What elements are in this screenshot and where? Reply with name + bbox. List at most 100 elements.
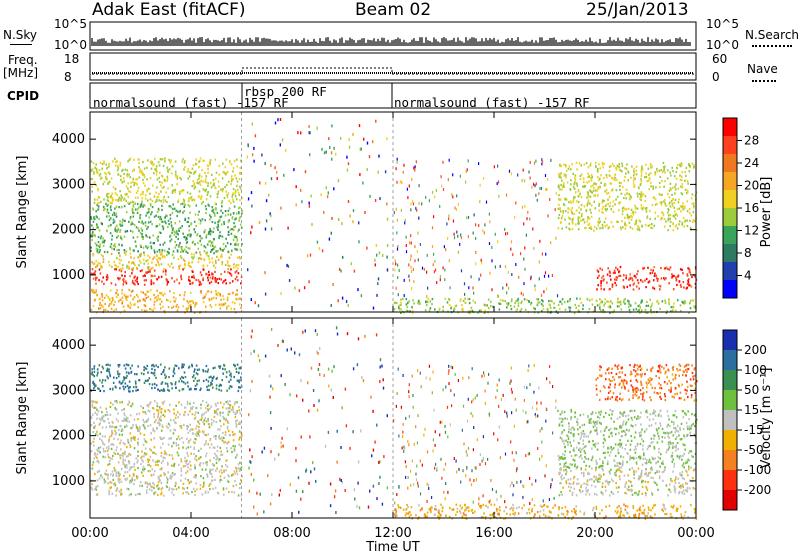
heatmap-cell: [226, 194, 229, 197]
heatmap-cell: [230, 253, 232, 256]
heatmap-cell: [154, 491, 157, 494]
heatmap-cell: [229, 374, 231, 377]
heatmap-cell: [308, 131, 310, 135]
heatmap-cell: [155, 173, 158, 176]
heatmap-cell: [346, 155, 348, 159]
heatmap-cell: [687, 182, 689, 185]
heatmap-cell: [395, 262, 397, 266]
heatmap-cell: [651, 223, 653, 226]
heatmap-cell: [345, 300, 348, 303]
heatmap-cell: [644, 308, 647, 311]
heatmap-cell: [108, 462, 111, 466]
heatmap-cell: [110, 481, 113, 484]
heatmap-cell: [663, 217, 666, 221]
heatmap-cell: [607, 227, 610, 230]
heatmap-cell: [117, 364, 120, 367]
heatmap-cell: [238, 367, 240, 370]
heatmap-cell: [191, 490, 193, 494]
heatmap-cell: [120, 199, 122, 202]
heatmap-cell: [151, 161, 154, 164]
heatmap-cell: [149, 465, 152, 468]
heatmap-cell: [130, 427, 132, 430]
heatmap-cell: [427, 286, 429, 290]
heatmap-cell: [144, 194, 147, 197]
heatmap-cell: [119, 229, 122, 232]
heatmap-cell: [603, 184, 606, 187]
heatmap-cell: [533, 307, 535, 310]
heatmap-cell: [614, 278, 616, 281]
heatmap-cell: [215, 461, 218, 464]
heatmap-cell: [559, 198, 561, 201]
heatmap-cell: [133, 436, 135, 439]
heatmap-cell: [207, 184, 209, 187]
heatmap-cell: [571, 206, 573, 210]
heatmap-cell: [223, 298, 225, 301]
heatmap-cell: [110, 177, 113, 180]
heatmap-cell: [224, 278, 227, 282]
heatmap-cell: [128, 173, 130, 176]
heatmap-cell: [619, 188, 621, 191]
heatmap-cell: [626, 192, 628, 195]
heatmap-cell: [595, 165, 597, 168]
heatmap-cell: [98, 201, 100, 205]
heatmap-cell: [511, 298, 513, 301]
heatmap-cell: [196, 181, 198, 184]
heatmap-cell: [457, 234, 459, 238]
heatmap-cell: [664, 301, 667, 304]
heatmap-cell: [442, 160, 444, 164]
heatmap-cell: [100, 419, 102, 422]
heatmap-cell: [569, 217, 571, 220]
heatmap-cell: [538, 301, 541, 304]
heatmap-cell: [174, 364, 176, 367]
heatmap-cell: [203, 245, 206, 248]
heatmap-cell: [580, 196, 583, 199]
heatmap-cell: [472, 231, 474, 235]
heatmap-cell: [589, 162, 592, 165]
heatmap-cell: [105, 294, 108, 297]
heatmap-cell: [195, 455, 197, 458]
heatmap-cell: [112, 298, 114, 302]
heatmap-cell: [128, 468, 131, 472]
heatmap-cell: [691, 202, 694, 205]
heatmap-cell: [577, 218, 580, 221]
heatmap-cell: [94, 385, 96, 388]
heatmap-cell: [200, 257, 203, 261]
heatmap-cell: [230, 447, 232, 450]
heatmap-cell: [96, 448, 98, 451]
heatmap-cell: [667, 214, 670, 217]
heatmap-cell: [158, 298, 161, 301]
heatmap-cell: [337, 179, 340, 183]
heatmap-cell: [601, 276, 603, 279]
heatmap-cell: [358, 240, 360, 244]
heatmap-cell: [99, 272, 102, 275]
heatmap-cell: [178, 367, 180, 370]
heatmap-cell: [482, 229, 484, 233]
heatmap-cell: [166, 177, 169, 180]
heatmap-cell: [681, 164, 683, 167]
heatmap-cell: [675, 213, 678, 216]
heatmap-cell: [682, 205, 684, 208]
heatmap-cell: [212, 386, 214, 389]
heatmap-cell: [110, 252, 113, 255]
heatmap-cell: [173, 367, 175, 370]
heatmap-cell: [203, 250, 206, 253]
heatmap-cell: [502, 299, 504, 302]
heatmap-cell: [509, 513, 512, 516]
heatmap-cell: [163, 255, 165, 258]
heatmap-cell: [224, 368, 226, 371]
heatmap-cell: [153, 470, 156, 473]
heatmap-cell: [164, 216, 166, 219]
heatmap-cell: [203, 419, 206, 422]
heatmap-cell: [663, 169, 665, 172]
heatmap-cell: [97, 172, 99, 175]
heatmap-cell: [444, 268, 446, 272]
heatmap-cell: [656, 277, 658, 280]
heatmap-cell: [103, 420, 105, 423]
nsky-right-tick-top: 10^5: [706, 17, 739, 31]
heatmap-cell: [557, 184, 560, 188]
heatmap-cell: [192, 374, 195, 377]
heatmap-cell: [555, 236, 557, 240]
heatmap-cell: [180, 203, 182, 206]
heatmap-cell: [183, 199, 186, 202]
heatmap-cell: [199, 418, 201, 422]
